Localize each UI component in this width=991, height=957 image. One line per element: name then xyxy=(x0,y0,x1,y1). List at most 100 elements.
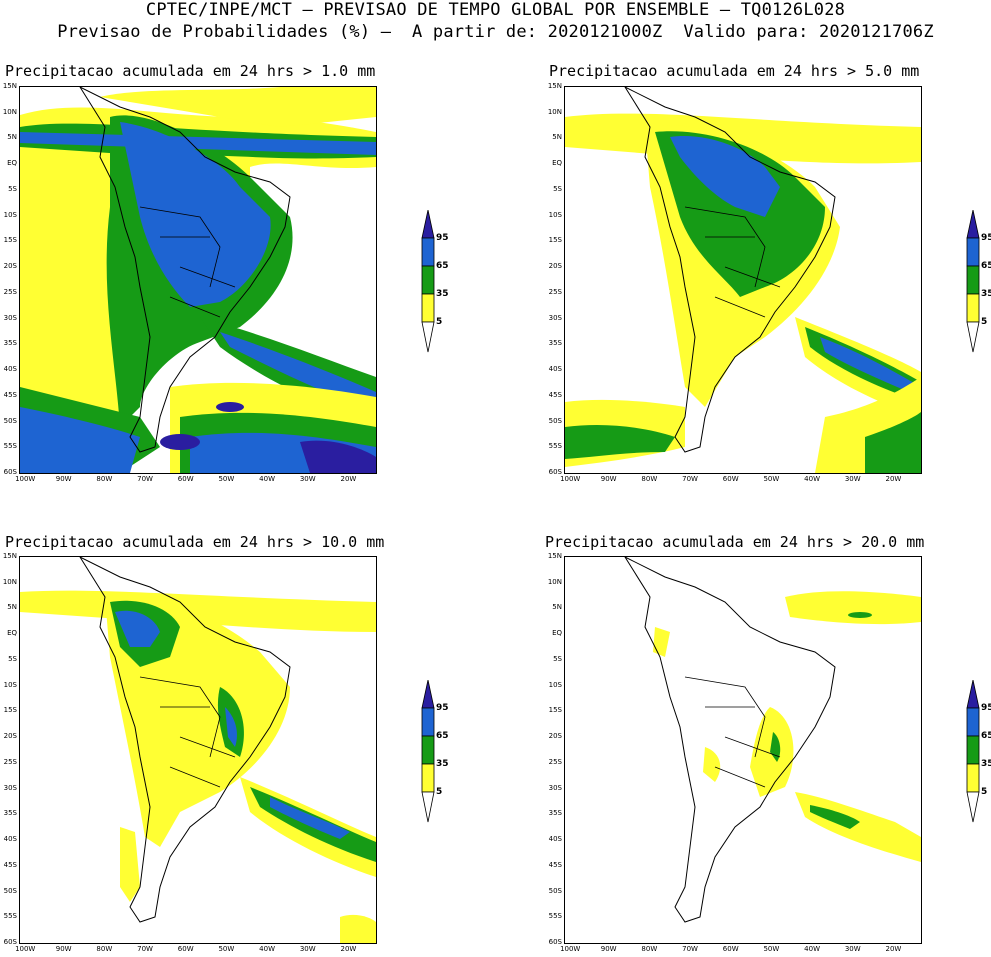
lat-label: 45S xyxy=(548,390,562,399)
lat-label: EQ xyxy=(552,629,562,638)
lon-label: 80W xyxy=(96,945,113,953)
lon-label: 60W xyxy=(177,945,194,953)
lat-label: 10N xyxy=(2,107,17,116)
lat-label: 40S xyxy=(548,365,562,374)
lon-label: 70W xyxy=(137,475,153,483)
lat-label: 5S xyxy=(553,184,562,193)
lat-label: 40S xyxy=(3,835,17,844)
panel-title-2: Precipitacao acumulada em 24 hrs > 5.0 m… xyxy=(549,62,920,80)
lat-label: 5N xyxy=(7,603,17,612)
colorbar-scale xyxy=(421,679,435,823)
probability-map-4 xyxy=(565,557,921,943)
colorbar-scale xyxy=(966,679,980,823)
lon-label: 20W xyxy=(885,945,902,953)
lat-label: 55S xyxy=(3,442,17,451)
lat-label: 55S xyxy=(3,912,17,921)
lon-label: 30W xyxy=(299,475,316,483)
lat-label: 50S xyxy=(3,416,17,425)
lat-label: EQ xyxy=(7,159,17,168)
lat-label: 50S xyxy=(548,886,562,895)
panel-title-4: Precipitacao acumulada em 24 hrs > 20.0 … xyxy=(545,533,925,551)
lon-label: 20W xyxy=(885,475,902,483)
lat-label: 20S xyxy=(3,732,17,741)
lat-label: 10S xyxy=(3,680,17,689)
map-panel-4 xyxy=(564,556,922,944)
header-line-1: CPTEC/INPE/MCT – PREVISAO DE TEMPO GLOBA… xyxy=(145,0,846,20)
colorbar: 95 65 35 5 xyxy=(966,679,991,830)
lat-label: 45S xyxy=(3,390,17,399)
lon-label: 40W xyxy=(804,475,820,483)
lat-label: 55S xyxy=(548,912,562,921)
lon-label: 90W xyxy=(600,475,617,483)
lon-label: 30W xyxy=(844,475,861,483)
colorbar-label: 5 xyxy=(981,787,988,797)
colorbar-label: 5 xyxy=(981,317,988,327)
lon-label: 50W xyxy=(218,945,235,953)
lat-label: 40S xyxy=(3,365,17,374)
probability-map-1 xyxy=(20,87,376,473)
colorbar: 95 65 35 5 xyxy=(421,209,481,360)
lon-label: 40W xyxy=(804,945,820,953)
colorbar: 95 65 35 5 xyxy=(966,209,991,360)
lon-label: 70W xyxy=(137,945,153,953)
colorbar-label: 65 xyxy=(436,261,449,271)
colorbar-label: 35 xyxy=(436,759,449,769)
colorbar-label: 35 xyxy=(981,759,991,769)
lon-label: 60W xyxy=(722,475,739,483)
lat-label: 5S xyxy=(8,654,17,663)
lat-label: 15N xyxy=(2,82,17,90)
lat-label: 15S xyxy=(3,706,17,715)
probability-map-3 xyxy=(20,557,376,943)
lat-label: 40S xyxy=(548,835,562,844)
map-panel-3 xyxy=(19,556,377,944)
lat-label: 35S xyxy=(3,339,17,348)
colorbar: 95 65 35 5 xyxy=(421,679,481,830)
lat-label: 50S xyxy=(548,416,562,425)
lat-label: 15N xyxy=(2,552,17,560)
lon-label: 100W xyxy=(560,475,581,483)
colorbar-label: 35 xyxy=(436,289,449,299)
lat-label: 60S xyxy=(548,938,562,946)
lon-label: 80W xyxy=(96,475,113,483)
lon-label: 70W xyxy=(682,475,698,483)
map-panel-2 xyxy=(564,86,922,474)
lon-label: 30W xyxy=(844,945,861,953)
colorbar-scale xyxy=(966,209,980,353)
lat-label: 35S xyxy=(548,809,562,818)
lon-label: 30W xyxy=(299,945,316,953)
lon-label: 100W xyxy=(15,475,36,483)
lat-label: 15S xyxy=(3,236,17,245)
lat-label: 25S xyxy=(3,757,17,766)
lon-label: 20W xyxy=(340,475,357,483)
lat-label: 60S xyxy=(548,468,562,476)
lon-label: 20W xyxy=(340,945,357,953)
lon-label: 90W xyxy=(55,945,72,953)
map-panel-1 xyxy=(19,86,377,474)
lat-label: 10S xyxy=(3,210,17,219)
colorbar-label: 5 xyxy=(436,317,443,327)
lat-label: 45S xyxy=(548,860,562,869)
lat-label: 10N xyxy=(547,577,562,586)
header-line-2: Previsao de Probabilidades (%) – A parti… xyxy=(57,22,934,42)
colorbar-label: 95 xyxy=(436,233,449,243)
colorbar-label: 95 xyxy=(981,703,991,713)
colorbar-label: 5 xyxy=(436,787,443,797)
lat-label: 25S xyxy=(548,287,562,296)
lat-label: 60S xyxy=(3,938,17,946)
lat-label: 15N xyxy=(547,82,562,90)
lat-label: 30S xyxy=(548,313,562,322)
colorbar-label: 95 xyxy=(436,703,449,713)
colorbar-label: 95 xyxy=(981,233,991,243)
lon-label: 90W xyxy=(600,945,617,953)
lat-label: 35S xyxy=(3,809,17,818)
colorbar-scale xyxy=(421,209,435,353)
lat-label: 25S xyxy=(548,757,562,766)
lon-label: 60W xyxy=(177,475,194,483)
lon-label: 80W xyxy=(641,475,658,483)
lat-label: 5N xyxy=(552,133,562,142)
lat-label: 10N xyxy=(2,577,17,586)
probability-map-2 xyxy=(565,87,921,473)
lat-label: 45S xyxy=(3,860,17,869)
lon-label: 50W xyxy=(218,475,235,483)
lon-label: 100W xyxy=(15,945,36,953)
